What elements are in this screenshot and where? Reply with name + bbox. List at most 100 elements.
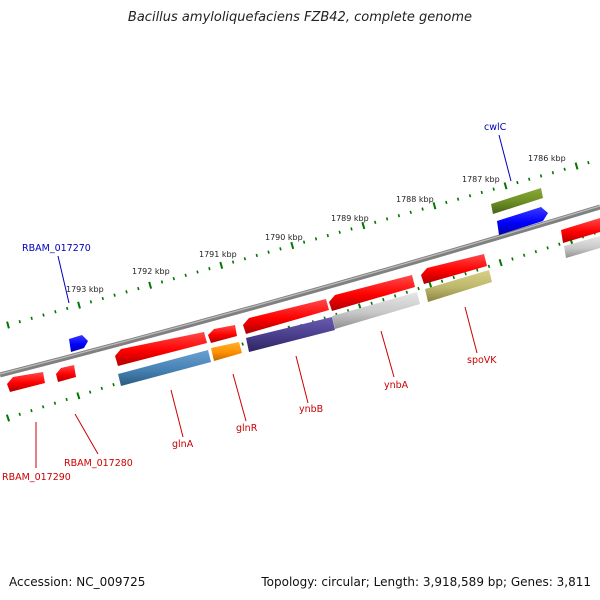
gene-cwlC-neighbor[interactable] [497,207,548,235]
ruler-minor-tick [445,200,448,205]
genome-info-text: Topology: circular; Length: 3,918,589 bp… [261,575,591,589]
ruler-minor-tick [480,190,483,195]
gene-labels: cwlC RBAM_017270 RBAM_017280 RBAM_017290… [2,122,507,483]
ruler-minor-tick [558,242,561,246]
ruler-minor-tick [393,294,397,298]
ruler-minor-tick [65,397,68,402]
gene-ynbA[interactable] [329,275,415,311]
ruler-minor-tick [172,276,175,281]
leader-line-ynbA [380,330,395,378]
ruler-minor-tick [468,194,472,198]
gene-forward-edge-2[interactable] [564,236,600,258]
ruler-minor-tick [440,279,444,283]
feature-ynbB-domain[interactable] [246,317,335,352]
ruler-minor-tick [314,237,318,241]
ruler-major-tick [498,259,503,267]
ruler-minor-tick [492,187,495,191]
ruler-major-tick [6,321,10,329]
gene-forward-edge[interactable] [561,218,600,243]
gene-label-RBAM_017280[interactable]: RBAM_017280 [64,458,133,469]
ruler-minor-tick [546,246,549,250]
gene-glnA[interactable] [115,332,207,366]
gene-label-ynbB[interactable]: ynbB [299,404,323,415]
gene-features [7,188,600,392]
ruler-minor-tick [18,412,21,416]
ruler-minor-tick [41,405,45,409]
ruler-minor-tick [534,249,538,254]
ruler-minor-tick [54,310,57,314]
ruler-major-tick [290,241,295,250]
ruler-minor-tick [231,260,235,264]
ruler-minor-tick [160,280,164,284]
leader-line-RBAM_017280 [74,413,99,455]
gene-RBAM_017270[interactable] [69,335,88,352]
genome-backbone [0,204,600,378]
ruler-minor-tick [101,296,104,301]
ruler-minor-tick [338,230,341,234]
gene-RBAM_017280[interactable] [56,365,76,382]
ruler-minor-tick [370,301,373,306]
ruler-minor-tick [456,197,460,201]
ruler-minor-tick [125,290,128,294]
ruler-minor-tick [100,386,104,391]
gene-label-spoVK[interactable]: spoVK [467,355,497,366]
ruler-minor-tick [88,390,92,394]
ruler-minor-tick [587,160,590,165]
ruler-major-tick [77,301,81,309]
gene-RBAM_017290[interactable] [7,372,45,392]
ruler-minor-tick [417,286,420,291]
ruler-minor-tick [42,313,45,317]
gene-glnR[interactable] [208,325,237,343]
gene-cwlC[interactable] [491,188,543,214]
ruler-minor-tick [522,253,526,257]
ruler-major-tick [219,261,224,269]
accession-text: Accession: NC_009725 [9,575,146,589]
gene-spoVK[interactable] [421,254,487,284]
ruler-tick-label: 1790 kbp [265,233,303,242]
ruler-minor-tick [350,227,353,231]
ruler-minor-tick [405,290,409,294]
ruler-major-tick [361,221,366,230]
leader-line-RBAM_017270 [57,255,70,304]
ruler-minor-tick [385,217,389,221]
ruler-minor-tick [184,273,187,278]
ruler-minor-tick [539,174,543,178]
ruler-minor-tick [89,300,93,304]
ruler-tick-label: 1788 kbp [396,195,434,204]
ruler-minor-tick [551,170,555,175]
ruler-minor-tick [18,319,21,324]
gene-label-RBAM_017290[interactable]: RBAM_017290 [2,472,71,483]
leader-line-glnR [232,373,247,422]
ruler-tick-label: 1787 kbp [462,175,500,184]
gene-label-glnA[interactable]: glnA [172,439,194,450]
gene-label-cwlC[interactable]: cwlC [484,122,507,133]
gene-label-RBAM_017270[interactable]: RBAM_017270 [22,243,91,254]
gene-label-glnR[interactable]: glnR [236,423,258,434]
ruler-minor-tick [243,257,247,261]
feature-glnR-domain[interactable] [211,342,242,361]
ruler-minor-tick [421,207,424,211]
ruler-minor-tick [53,401,57,405]
feature-spoVK-domain[interactable] [425,270,492,302]
ruler-tick-label: 1789 kbp [331,214,369,223]
ruler-minor-tick [374,220,377,225]
ruler-minor-tick [476,268,479,272]
ruler-tick-label: 1793 kbp [66,285,104,294]
ruler-minor-tick [302,240,306,244]
feature-glnA-domain[interactable] [118,350,211,386]
ruler-minor-tick [409,210,412,215]
gene-ynbB[interactable] [243,299,329,334]
ruler-outer-track [6,160,590,329]
ruler-major-tick [76,392,81,400]
ruler-minor-tick [279,247,282,251]
ruler-minor-tick [528,177,531,181]
ruler-minor-tick [267,250,270,254]
ruler-tick-label: 1792 kbp [132,267,170,276]
leader-line-cwlC [498,134,512,182]
ruler-minor-tick [30,408,33,413]
leader-line-ynbB [295,355,309,404]
feature-ynbA-domain[interactable] [332,292,420,329]
gene-label-ynbA[interactable]: ynbA [384,380,409,391]
ruler-major-tick [574,162,579,170]
